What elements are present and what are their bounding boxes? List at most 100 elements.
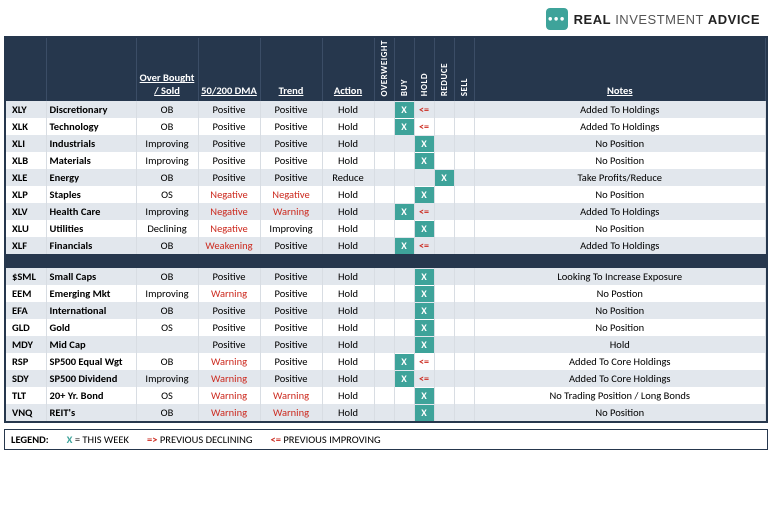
cell-dma: Positive xyxy=(198,336,260,353)
cell-hold: <= xyxy=(414,203,434,220)
cell-trend: Positive xyxy=(260,353,322,370)
cell-sell xyxy=(454,237,474,254)
col-ticker xyxy=(6,38,46,101)
cell-ticker: VNQ xyxy=(6,404,46,421)
cell-notes: No Position xyxy=(474,135,766,152)
cell-hold: X xyxy=(414,135,434,152)
cell-ticker: XLU xyxy=(6,220,46,237)
cell-notes: No Position xyxy=(474,152,766,169)
cell-notes: No Trading Position / Long Bonds xyxy=(474,387,766,404)
cell-sell xyxy=(454,220,474,237)
cell-name: SP500 Equal Wgt xyxy=(46,353,136,370)
cell-action: Hold xyxy=(322,370,374,387)
col-reduce: REDUCE xyxy=(434,38,454,101)
cell-overweight xyxy=(374,135,394,152)
cell-overweight xyxy=(374,220,394,237)
table-row: VNQ REIT's OB Warning Warning Hold X No … xyxy=(6,404,766,421)
cell-trend: Positive xyxy=(260,285,322,302)
cell-dma: Warning xyxy=(198,370,260,387)
cell-hold: X xyxy=(414,220,434,237)
cell-overweight xyxy=(374,319,394,336)
cell-sell xyxy=(454,404,474,421)
cell-trend: Positive xyxy=(260,101,322,118)
cell-notes: No Postion xyxy=(474,285,766,302)
sector-table: Over Bought / Sold 50/200 DMA Trend Acti… xyxy=(6,38,766,421)
cell-overweight xyxy=(374,353,394,370)
cell-dma: Warning xyxy=(198,404,260,421)
cell-action: Hold xyxy=(322,152,374,169)
legend-prev-declining: => PREVIOUS DECLINING xyxy=(147,433,253,446)
cell-overweight xyxy=(374,118,394,135)
cell-reduce xyxy=(434,186,454,203)
cell-action: Hold xyxy=(322,404,374,421)
cell-ticker: XLE xyxy=(6,169,46,186)
cell-hold: X xyxy=(414,404,434,421)
col-notes: Notes xyxy=(474,38,766,101)
cell-ticker: $SML xyxy=(6,268,46,285)
table-row: XLY Discretionary OB Positive Positive H… xyxy=(6,101,766,118)
cell-notes: Take Profits/Reduce xyxy=(474,169,766,186)
cell-notes: Added To Core Holdings xyxy=(474,353,766,370)
table-row: XLK Technology OB Positive Positive Hold… xyxy=(6,118,766,135)
col-sell: SELL xyxy=(454,38,474,101)
col-trend: Trend xyxy=(260,38,322,101)
table-row: MDY Mid Cap Positive Positive Hold X Hol… xyxy=(6,336,766,353)
cell-action: Hold xyxy=(322,302,374,319)
cell-name: Discretionary xyxy=(46,101,136,118)
cell-name: Financials xyxy=(46,237,136,254)
cell-action: Hold xyxy=(322,319,374,336)
cell-obos: OB xyxy=(136,101,198,118)
cell-sell xyxy=(454,152,474,169)
cell-action: Hold xyxy=(322,203,374,220)
legend: LEGEND: X = THIS WEEK => PREVIOUS DECLIN… xyxy=(4,429,768,450)
cell-name: REIT's xyxy=(46,404,136,421)
cell-ticker: XLV xyxy=(6,203,46,220)
cell-reduce xyxy=(434,404,454,421)
cell-dma: Warning xyxy=(198,387,260,404)
cell-trend: Positive xyxy=(260,319,322,336)
brand-text: REAL INVESTMENT ADVICE xyxy=(574,12,760,27)
cell-obos: OB xyxy=(136,353,198,370)
cell-buy: X xyxy=(394,203,414,220)
cell-sell xyxy=(454,370,474,387)
cell-obos: OB xyxy=(136,169,198,186)
cell-ticker: SDY xyxy=(6,370,46,387)
cell-name: Industrials xyxy=(46,135,136,152)
cell-action: Hold xyxy=(322,285,374,302)
cell-trend: Negative xyxy=(260,186,322,203)
table-row: EEM Emerging Mkt Improving Warning Posit… xyxy=(6,285,766,302)
cell-dma: Positive xyxy=(198,302,260,319)
cell-sell xyxy=(454,118,474,135)
shield-icon xyxy=(546,8,568,30)
cell-buy: X xyxy=(394,353,414,370)
cell-action: Hold xyxy=(322,336,374,353)
cell-hold: X xyxy=(414,319,434,336)
cell-trend: Positive xyxy=(260,268,322,285)
cell-reduce xyxy=(434,387,454,404)
cell-hold: <= xyxy=(414,353,434,370)
table-row: XLE Energy OB Positive Positive Reduce X… xyxy=(6,169,766,186)
cell-action: Hold xyxy=(322,353,374,370)
cell-hold: X xyxy=(414,268,434,285)
table-row: TLT 20+ Yr. Bond OS Warning Warning Hold… xyxy=(6,387,766,404)
cell-name: Emerging Mkt xyxy=(46,285,136,302)
cell-ticker: XLI xyxy=(6,135,46,152)
legend-label: LEGEND: xyxy=(11,433,49,446)
cell-buy xyxy=(394,319,414,336)
cell-hold: X xyxy=(414,387,434,404)
cell-notes: Hold xyxy=(474,336,766,353)
cell-buy xyxy=(394,220,414,237)
cell-reduce xyxy=(434,319,454,336)
cell-dma: Positive xyxy=(198,118,260,135)
cell-reduce xyxy=(434,101,454,118)
cell-overweight xyxy=(374,302,394,319)
cell-buy xyxy=(394,285,414,302)
legend-prev-improving: <= PREVIOUS IMPROVING xyxy=(271,433,381,446)
cell-sell xyxy=(454,353,474,370)
cell-buy xyxy=(394,387,414,404)
cell-ticker: GLD xyxy=(6,319,46,336)
cell-reduce xyxy=(434,220,454,237)
cell-dma: Positive xyxy=(198,319,260,336)
cell-buy: X xyxy=(394,118,414,135)
cell-hold: <= xyxy=(414,101,434,118)
